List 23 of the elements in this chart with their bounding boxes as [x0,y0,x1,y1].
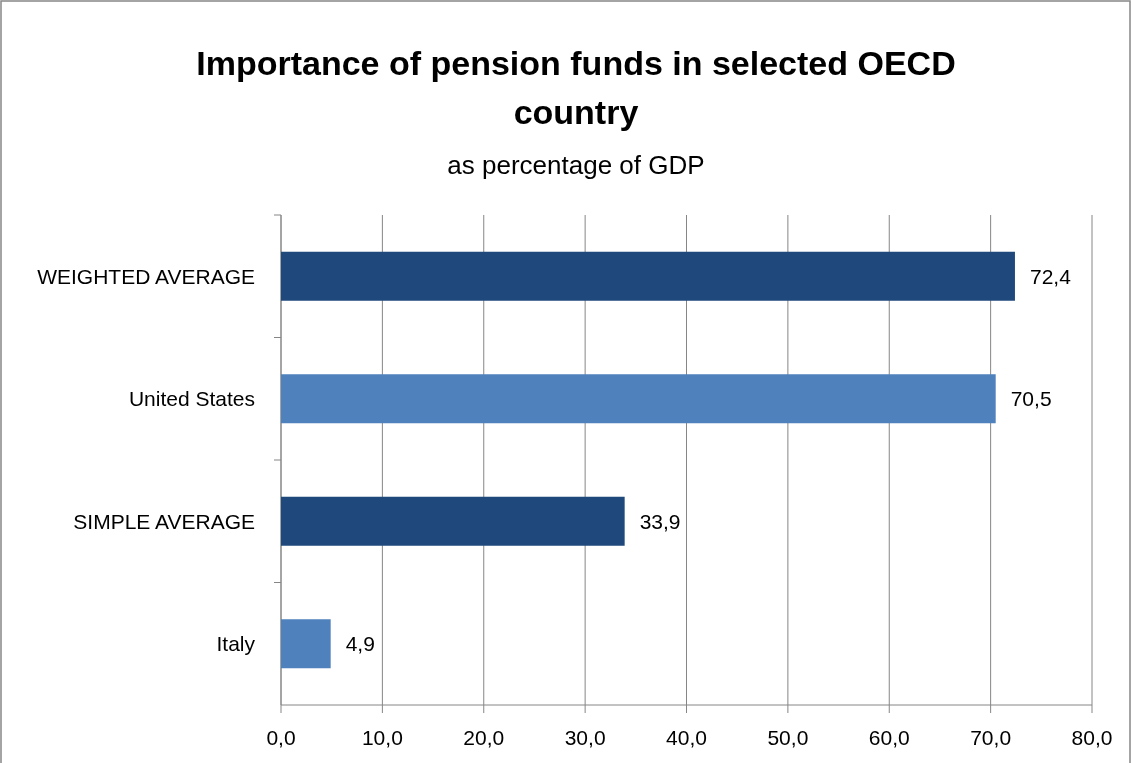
bar [281,619,331,669]
x-tick-label: 80,0 [1071,726,1113,749]
x-tick-label: 10,0 [361,726,403,749]
y-tick-label: WEIGHTED AVERAGE [37,264,255,288]
data-label: 70,5 [1010,387,1052,411]
y-tick-label: United States [128,387,255,411]
data-label: 72,4 [1029,264,1072,288]
data-label: 4,9 [345,632,375,656]
bar [281,374,996,424]
bar [281,251,1015,301]
bar [281,496,625,546]
data-label: 33,9 [639,509,681,533]
x-tick-label: 0,0 [266,726,296,749]
chart-subtitle: as percentage of GDP [447,150,705,180]
y-tick-label: SIMPLE AVERAGE [73,509,255,533]
x-tick-label: 50,0 [767,726,809,749]
x-tick-label: 60,0 [868,726,910,749]
x-tick-label: 30,0 [564,726,606,749]
y-tick-label: Italy [216,632,256,656]
x-tick-label: 70,0 [970,726,1012,749]
x-tick-label: 40,0 [666,726,707,749]
x-tick-label: 20,0 [463,726,505,749]
chart-title: Importance of pension funds in selected OECD country [196,44,956,131]
